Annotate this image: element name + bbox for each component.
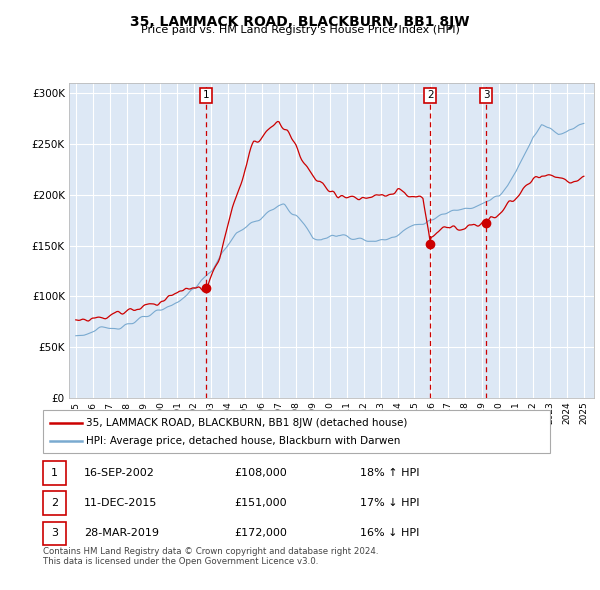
- Text: Price paid vs. HM Land Registry's House Price Index (HPI): Price paid vs. HM Land Registry's House …: [140, 25, 460, 35]
- Text: HPI: Average price, detached house, Blackburn with Darwen: HPI: Average price, detached house, Blac…: [86, 435, 401, 445]
- Text: 35, LAMMACK ROAD, BLACKBURN, BB1 8JW (detached house): 35, LAMMACK ROAD, BLACKBURN, BB1 8JW (de…: [86, 418, 408, 428]
- Text: 16-SEP-2002: 16-SEP-2002: [84, 468, 155, 478]
- Text: This data is licensed under the Open Government Licence v3.0.: This data is licensed under the Open Gov…: [43, 558, 319, 566]
- Text: 11-DEC-2015: 11-DEC-2015: [84, 499, 157, 508]
- Text: £172,000: £172,000: [234, 529, 287, 538]
- Text: £108,000: £108,000: [234, 468, 287, 478]
- Text: 1: 1: [51, 468, 58, 478]
- Text: 2: 2: [427, 90, 434, 100]
- Text: 3: 3: [51, 529, 58, 538]
- Text: 3: 3: [483, 90, 490, 100]
- Text: 1: 1: [203, 90, 209, 100]
- Text: 28-MAR-2019: 28-MAR-2019: [84, 529, 159, 538]
- Text: 17% ↓ HPI: 17% ↓ HPI: [360, 499, 419, 508]
- Text: 35, LAMMACK ROAD, BLACKBURN, BB1 8JW: 35, LAMMACK ROAD, BLACKBURN, BB1 8JW: [130, 15, 470, 29]
- Text: 18% ↑ HPI: 18% ↑ HPI: [360, 468, 419, 478]
- Text: £151,000: £151,000: [234, 499, 287, 508]
- Text: Contains HM Land Registry data © Crown copyright and database right 2024.: Contains HM Land Registry data © Crown c…: [43, 547, 379, 556]
- Text: 2: 2: [51, 499, 58, 508]
- Text: 16% ↓ HPI: 16% ↓ HPI: [360, 529, 419, 538]
